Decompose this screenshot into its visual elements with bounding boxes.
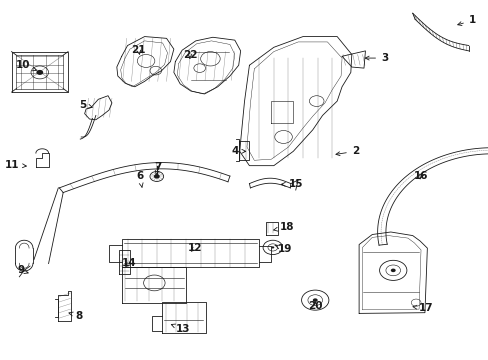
Circle shape [312,298,317,302]
Text: 4: 4 [231,146,245,156]
Text: 21: 21 [131,45,145,55]
Text: 2: 2 [335,146,358,156]
Text: 18: 18 [273,222,294,232]
Text: 6: 6 [136,171,143,187]
Text: 10: 10 [16,60,37,71]
Text: 19: 19 [274,244,291,254]
Text: 3: 3 [365,53,387,63]
Text: 20: 20 [307,301,322,311]
Text: 14: 14 [122,258,136,268]
Text: 12: 12 [187,243,202,253]
Text: 9: 9 [17,265,28,275]
Text: 16: 16 [413,171,427,181]
Text: 17: 17 [412,303,433,314]
Text: 22: 22 [183,50,197,60]
Text: 15: 15 [281,179,302,189]
Text: 13: 13 [171,324,189,334]
Text: 1: 1 [457,15,475,26]
Text: 8: 8 [69,311,82,320]
Circle shape [154,174,160,179]
Circle shape [271,246,274,248]
Circle shape [390,269,395,272]
Text: 7: 7 [154,162,162,175]
Text: 5: 5 [79,100,92,110]
Text: 11: 11 [5,160,26,170]
Circle shape [36,70,43,75]
